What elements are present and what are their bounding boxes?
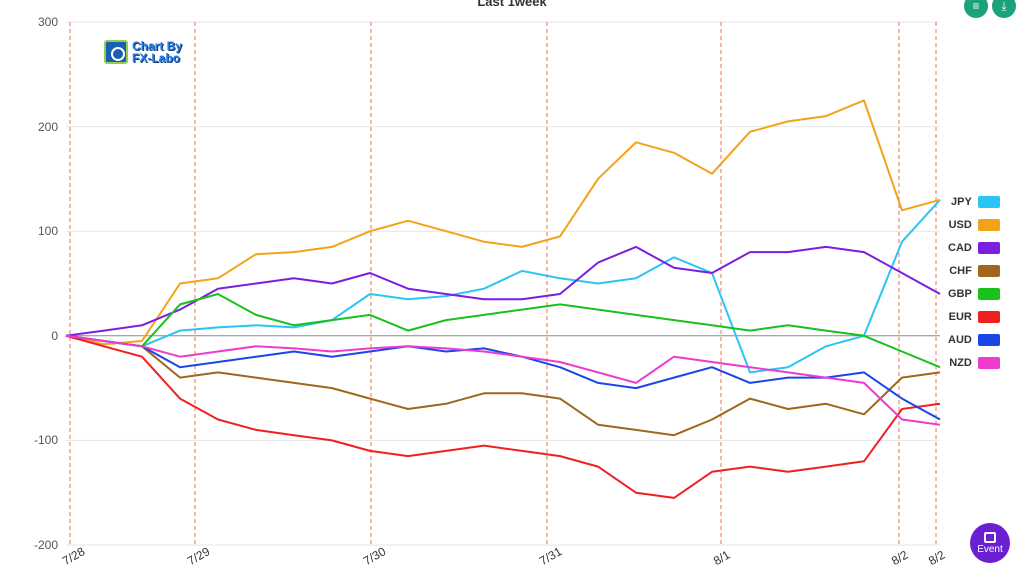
legend-item-gbp[interactable]: GBP	[948, 282, 1000, 305]
event-button-label: Event	[977, 543, 1003, 555]
y-tick-label: 300	[37, 15, 58, 29]
legend-swatch	[977, 264, 1000, 277]
series-line-usd	[65, 99, 941, 346]
fx-labo-logo: Chart By FX-Labo	[104, 40, 182, 64]
chart-title: Last 1week	[477, 0, 547, 9]
filter-icon: ≡	[972, 0, 980, 13]
legend-label: AUD	[948, 333, 972, 346]
legend-swatch	[977, 287, 1000, 300]
y-tick-label: -200	[33, 538, 58, 552]
legend-item-eur[interactable]: EUR	[948, 305, 1000, 328]
legend-label: NZD	[949, 356, 972, 369]
legend-swatch	[977, 333, 1000, 346]
legend-label: GBP	[948, 287, 972, 300]
legend-item-usd[interactable]: USD	[948, 213, 1000, 236]
fx-labo-logo-icon	[104, 40, 128, 64]
calendar-icon	[984, 531, 996, 543]
y-tick-label: 200	[37, 119, 58, 134]
y-tick-label: 0	[51, 328, 58, 343]
legend-label: USD	[948, 218, 972, 231]
series-line-cad	[65, 245, 941, 337]
legend-label: CHF	[949, 264, 972, 277]
legend-item-jpy[interactable]: JPY	[948, 190, 1000, 213]
legend-swatch	[977, 195, 1000, 208]
logo-line-2: FX-Labo	[132, 51, 180, 65]
legend-swatch	[977, 218, 1000, 231]
legend-item-nzd[interactable]: NZD	[948, 351, 1000, 374]
y-tick-label: -100	[33, 433, 58, 448]
series-line-jpy	[65, 199, 941, 374]
download-button[interactable]: ⤓	[992, 0, 1016, 18]
legend-swatch	[977, 356, 1000, 369]
legend-item-cad[interactable]: CAD	[948, 236, 1000, 259]
legend-label: CAD	[948, 241, 972, 254]
event-button[interactable]: Event	[970, 523, 1010, 563]
download-icon: ⤓	[1001, 0, 1007, 13]
legend-swatch	[977, 310, 1000, 323]
logo-line-1: Chart By	[132, 39, 183, 53]
series-line-eur	[65, 334, 941, 499]
series-line-chf	[65, 334, 941, 437]
series-line-gbp	[65, 293, 941, 369]
legend: JPY USD CAD CHF GBP EUR AUD NZD	[948, 190, 1000, 374]
legend-item-chf[interactable]: CHF	[948, 259, 1000, 282]
series-line-aud	[65, 334, 941, 421]
series-line-nzd	[65, 334, 941, 426]
legend-label: EUR	[948, 310, 972, 323]
legend-swatch	[977, 241, 1000, 254]
legend-label: JPY	[951, 195, 972, 208]
y-tick-label: 100	[37, 224, 58, 239]
filter-button[interactable]: ≡	[964, 0, 988, 18]
legend-item-aud[interactable]: AUD	[948, 328, 1000, 351]
